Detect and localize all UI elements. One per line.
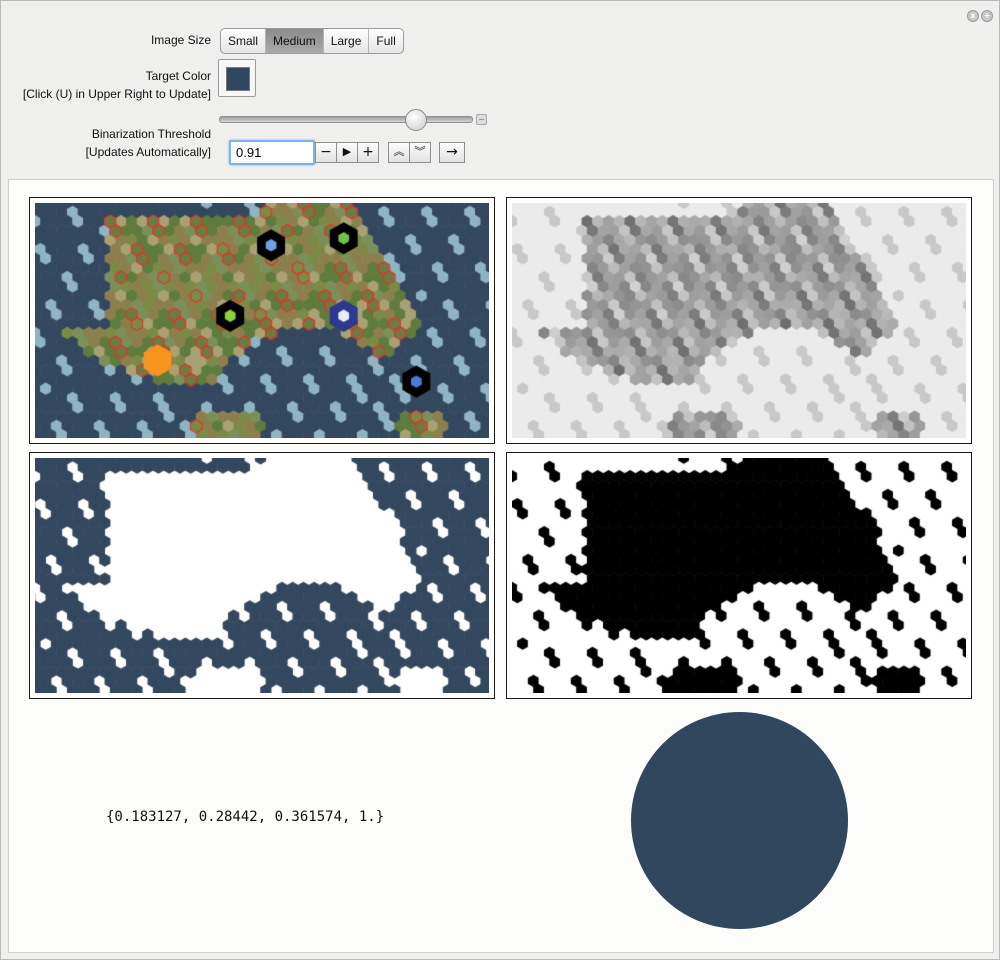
binary-image: [512, 458, 966, 693]
threshold-slider-track[interactable]: [219, 116, 473, 123]
increment-button[interactable]: +: [357, 142, 379, 163]
decrement-button[interactable]: −: [315, 142, 337, 163]
threshold-slider-thumb[interactable]: [405, 109, 427, 131]
play-button[interactable]: ▶: [336, 142, 358, 163]
image-size-large-button[interactable]: Large: [324, 29, 370, 53]
color-setter-button[interactable]: [218, 59, 256, 97]
threshold-speed-buttons: ︽ ︾: [388, 142, 431, 163]
threshold-direction-buttons: →: [439, 142, 465, 163]
threshold-input[interactable]: [229, 140, 315, 165]
image-size-medium-button[interactable]: Medium: [266, 29, 324, 53]
threshold-label: Binarization Threshold: [91, 127, 211, 141]
masked-ocean-image: [35, 458, 489, 693]
threshold-step-buttons: − ▶ +: [315, 142, 379, 163]
map-image-frame: [29, 197, 495, 444]
close-icon[interactable]: x: [967, 10, 979, 22]
color-map-image: [35, 203, 489, 438]
plus-icon[interactable]: +: [981, 10, 993, 22]
target-color-hint: [Click (U) in Upper Right to Update]: [22, 87, 211, 101]
image-size-full-button[interactable]: Full: [376, 34, 396, 48]
target-color-label: Target Color: [145, 69, 211, 83]
threshold-hint: [Updates Automatically]: [85, 145, 211, 159]
target-color-disk: [631, 712, 848, 929]
color-distance-image: [512, 203, 966, 438]
image-size-label: Image Size: [150, 33, 211, 47]
faster-button[interactable]: ︽: [388, 142, 410, 163]
slider-collapse-icon[interactable]: −: [476, 114, 487, 125]
masked-image-frame: [29, 452, 495, 699]
direction-button[interactable]: →: [439, 142, 465, 163]
binary-image-frame: [506, 452, 972, 699]
slower-button[interactable]: ︾: [409, 142, 431, 163]
image-size-small-button[interactable]: Small: [221, 29, 267, 53]
rgba-value-text: {0.183127, 0.28442, 0.361574, 1.}: [106, 809, 385, 825]
target-color-swatch: [226, 67, 250, 91]
image-size-setter-bar: Small Medium Large Full: [220, 28, 404, 54]
window-controls: x +: [967, 10, 993, 22]
distance-image-frame: [506, 197, 972, 444]
